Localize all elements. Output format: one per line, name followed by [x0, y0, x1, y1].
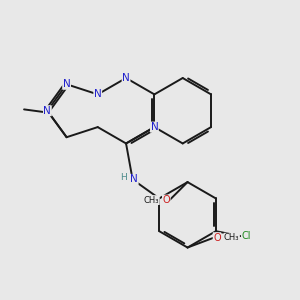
Text: N: N — [151, 122, 158, 132]
Text: Cl: Cl — [242, 231, 251, 241]
Text: CH₃: CH₃ — [224, 233, 239, 242]
Text: N: N — [122, 73, 130, 83]
Text: N: N — [130, 174, 138, 184]
Text: O: O — [163, 195, 170, 205]
Text: H: H — [120, 173, 127, 182]
Text: N: N — [63, 79, 70, 89]
Text: CH₃: CH₃ — [144, 196, 159, 205]
Text: N: N — [44, 106, 51, 116]
Text: N: N — [94, 89, 102, 99]
Text: O: O — [213, 233, 221, 243]
